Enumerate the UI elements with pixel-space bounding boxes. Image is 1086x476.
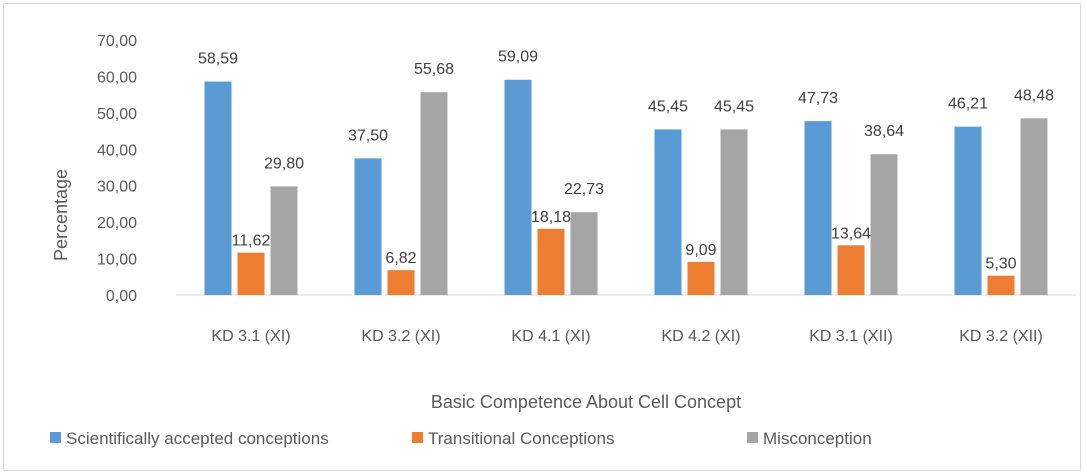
data-label: 58,59 [198,51,238,68]
data-label: 11,62 [232,233,271,250]
bar [654,129,682,295]
bar [570,212,598,295]
legend-swatch [747,432,758,443]
bar [504,79,532,296]
y-tick-label: 10,00 [97,252,137,269]
x-tick-label: KD 4.1 (XI) [511,328,590,345]
y-tick-label: 20,00 [97,215,137,232]
bar [804,121,832,295]
x-axis-title: Basic Competence About Cell Concept [431,392,741,412]
legend-label: Scientifically accepted conceptions [66,429,329,448]
bar [537,228,565,295]
data-label: 29,80 [264,155,304,172]
x-tick-label: KD 3.2 (XII) [959,328,1043,345]
data-label: 45,45 [648,98,688,115]
y-tick-label: 60,00 [97,69,137,86]
bar [237,252,265,295]
x-tick-label: KD 3.2 (XI) [361,328,440,345]
data-label: 5,30 [985,256,1016,273]
data-label: 47,73 [798,90,838,107]
y-tick-label: 70,00 [97,33,137,50]
bar [954,126,982,295]
data-label: 22,73 [564,181,604,198]
data-label: 38,64 [864,123,904,140]
legend-label: Misconception [763,429,872,448]
data-label: 55,68 [414,61,454,78]
y-tick-label: 40,00 [97,142,137,159]
data-label: 59,09 [498,49,538,66]
bars [204,79,1048,296]
x-tick-label: KD 4.2 (XI) [661,328,740,345]
bar [1020,118,1048,295]
y-tick-label: 50,00 [97,106,137,123]
data-label: 37,50 [348,127,388,144]
bar [987,275,1015,295]
data-labels: 58,59 11,62 29,80 37,50 6,82 55,68 59,09 18,18 2… [198,49,1054,273]
data-label: 48,48 [1014,87,1054,104]
bar [387,270,415,295]
y-tick-label: 0,00 [106,288,137,305]
bar [687,261,715,295]
y-tick-label: 30,00 [97,179,137,196]
data-label: 18,18 [531,209,571,226]
x-axis-ticks: KD 3.1 (XI) KD 3.2 (XI) KD 4.1 (XI) KD 4.2 … [211,328,1042,345]
data-label: 6,82 [385,250,416,267]
y-axis-title: Percentage [51,169,71,261]
bar [270,186,298,295]
bar [837,245,865,295]
data-label: 45,45 [714,98,754,115]
data-label: 46,21 [948,96,988,113]
data-label: 13,64 [831,225,871,242]
bar [870,154,898,295]
bar [720,129,748,295]
x-tick-label: KD 3.1 (XI) [211,328,290,345]
x-tick-label: KD 3.1 (XII) [809,328,893,345]
legend: Scientifically accepted conceptions Trans… [50,429,872,448]
bar [354,158,382,295]
legend-label: Transitional Conceptions [428,429,614,448]
bar [204,81,232,295]
data-label: 9,09 [685,242,716,259]
bar [420,92,448,295]
legend-swatch [412,432,423,443]
legend-swatch [50,432,61,443]
y-axis-ticks: 0,00 10,00 20,00 30,00 40,00 50,00 60,00 70,00 [97,33,137,305]
